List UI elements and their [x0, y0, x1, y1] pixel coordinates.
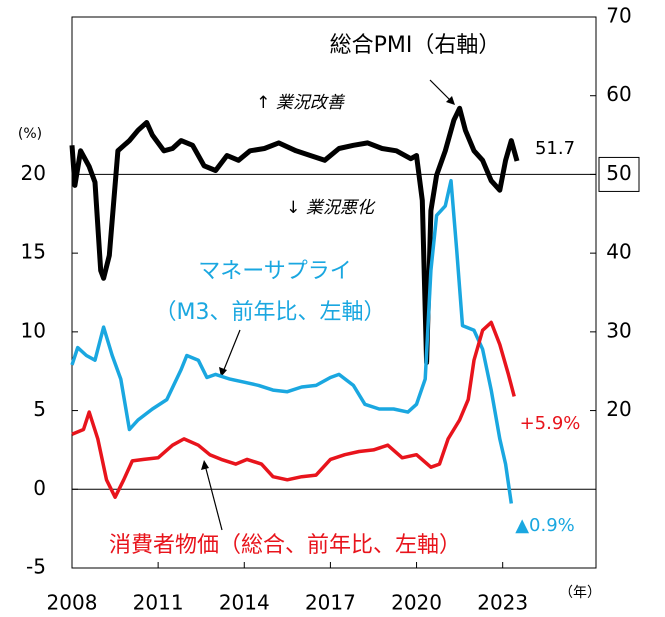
series-line [70, 178, 514, 504]
x-tick-label: 2011 [133, 591, 184, 615]
y-tick-label: 5 [33, 397, 46, 421]
y2-tick-label: 70 [606, 4, 631, 28]
arrow [429, 79, 453, 103]
arrowhead [201, 460, 209, 470]
y2-tick-label: 50 [606, 161, 631, 185]
y2-tick-label: 60 [606, 82, 631, 106]
annotation: 消費者物価（総合、前年比、左軸） [109, 533, 461, 558]
arrow [222, 329, 241, 373]
series-line [71, 320, 516, 499]
y-tick-label: 10 [21, 318, 46, 342]
y-tick-label: 15 [21, 240, 46, 264]
arrowhead [446, 96, 455, 105]
x-tick-label: 2020 [391, 591, 442, 615]
annotation: 総合PMI（右軸） [330, 33, 501, 58]
annotation: マネーサプライ [198, 259, 352, 284]
series-line [69, 105, 520, 366]
y-unit: (%) [18, 126, 42, 142]
y2-tick-label: 20 [606, 397, 631, 421]
x-tick-label: 2017 [305, 591, 356, 615]
x-unit: （年） [559, 585, 601, 601]
x-tick-label: 2023 [477, 591, 528, 615]
y2-tick-label: 30 [606, 318, 631, 342]
plot-frame [71, 16, 597, 569]
y2-tick-box [598, 156, 640, 192]
annotation: ↓ 業況悪化 [286, 198, 376, 218]
y-tick-label: 0 [33, 476, 46, 500]
x-tick-label: 2008 [47, 591, 98, 615]
annotation: ▲0.9% [515, 515, 575, 536]
annotation: 51.7 [535, 138, 575, 159]
arrow [204, 464, 223, 531]
y-tick-label: -5 [26, 555, 46, 579]
y2-tick-label: 40 [606, 240, 631, 264]
x-tick-label: 2014 [219, 591, 270, 615]
annotation: +5.9% [520, 413, 581, 434]
annotation: （M3、前年比、左軸） [155, 300, 386, 325]
annotation: ↑ 業況改善 [256, 93, 346, 113]
y-tick-label: 20 [21, 161, 46, 185]
